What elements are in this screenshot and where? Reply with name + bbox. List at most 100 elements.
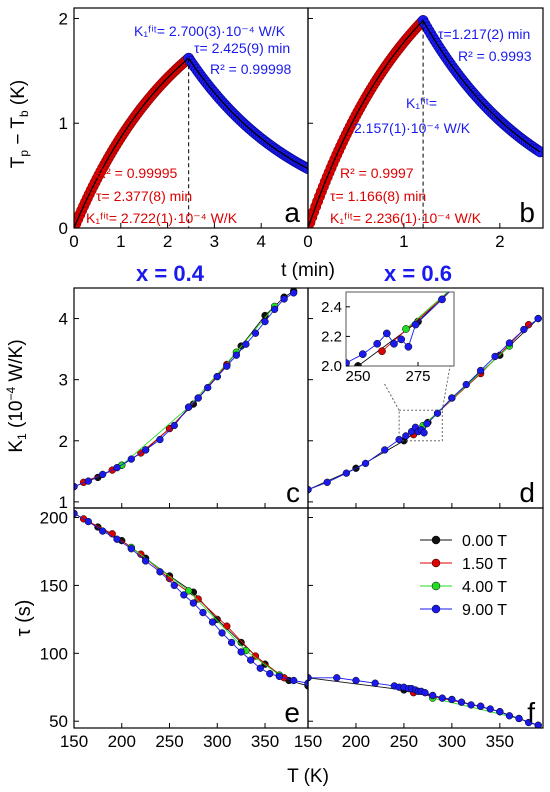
panel-d-point: [402, 432, 410, 440]
panel-f-point: [486, 705, 494, 713]
panel-c-point: [242, 340, 250, 348]
panel-e-point: [99, 527, 107, 535]
panel-d-point: [342, 469, 351, 477]
panel-e-point: [170, 581, 178, 590]
panel-a-annotations: K₁ᶠⁱᵗ= 2.700(3)·10⁻⁴ W/K τ= 2.425(9) min…: [86, 23, 292, 226]
panel-c-point: [84, 477, 92, 485]
inset-connector: [383, 382, 400, 411]
panel-d-point: [381, 446, 389, 454]
label-x04: x = 0.4: [136, 261, 205, 286]
panel-e-point: [199, 608, 207, 617]
panel-a-ytick-label: 2: [59, 9, 68, 28]
panel-c-point: [194, 394, 202, 402]
annot-b-heat-K: K₁ᶠⁱᵗ= 2.236(1)·10⁻⁴ W/K: [330, 210, 482, 226]
annot-b-cool-R2: R² = 0.9993: [458, 48, 532, 64]
panel-f-xtick-label: 300: [438, 732, 466, 751]
panel-d-point: [491, 352, 499, 361]
panel-c-series-line: [74, 290, 294, 488]
panel-e-point: [304, 679, 308, 687]
panel-e-ytick-label: 150: [40, 576, 68, 595]
inset-point: [510, 226, 517, 233]
panel-e-point: [141, 557, 150, 565]
inset-zoom-box: [398, 409, 443, 442]
inset-point: [438, 295, 446, 304]
label-x06: x = 0.6: [384, 261, 452, 286]
annot-b-cool-tau: τ=1.217(2) min: [438, 26, 530, 42]
panel-c-point: [290, 289, 298, 297]
panel-d-point: [323, 478, 331, 486]
inset-point: [382, 329, 391, 338]
panel-f-xtick-label: 250: [390, 732, 418, 751]
panel-c-ytick-label: 1: [59, 493, 68, 512]
panel-e-point: [227, 638, 236, 647]
annot-a-heat-K: K₁ᶠⁱᵗ= 2.722(1)·10⁻⁴ W/K: [86, 210, 238, 226]
panel-a-heat-fit: [74, 57, 190, 228]
annot-a-heat-R2: R² = 0.99995: [96, 165, 178, 181]
panel-c-point: [251, 329, 260, 337]
legend-label: 9.00 T: [462, 602, 507, 619]
panel-c-point: [280, 295, 288, 303]
panel-f-point: [457, 698, 466, 706]
panel-d-point: [420, 429, 428, 437]
annot-a-cool-K: K₁ᶠⁱᵗ= 2.700(3)·10⁻⁴ W/K: [134, 23, 286, 39]
panel-f-xtick-label: 200: [342, 732, 370, 751]
panel-d-point: [520, 325, 528, 334]
panel-f-xtick-label: 350: [486, 732, 514, 751]
panel-c-point: [127, 455, 135, 463]
annot-b-heat-tau: τ= 1.166(8) min: [330, 188, 426, 204]
panel-a-cool-fit: [188, 57, 308, 170]
panel-f-point: [371, 679, 379, 687]
panel-c-series-line: [83, 364, 228, 483]
panel-b-frame: [307, 7, 544, 229]
panel-f-frame: [307, 507, 544, 729]
panel-f-point: [515, 714, 523, 723]
inset-series-line: [381, 292, 450, 352]
panel-d-point: [505, 339, 514, 347]
panel-c-point: [99, 470, 107, 479]
inset-point: [397, 335, 406, 344]
panel-e-point: [180, 591, 188, 599]
annot-a-heat-tau: τ= 2.377(8) min: [96, 188, 192, 204]
panel-a-xtick-label: 0: [69, 232, 78, 251]
panel-c-point: [261, 317, 269, 326]
panel-e-point: [218, 629, 226, 637]
panel-a-ytick-label: 1: [59, 114, 68, 133]
panel-c-point: [270, 305, 279, 314]
panel-a-xtick-label: 1: [116, 232, 125, 251]
inset-point: [358, 350, 367, 359]
panel-e-point: [189, 599, 198, 607]
panel-c-point: [113, 464, 121, 472]
panel-f-series-line: [432, 697, 520, 719]
panel-e-point: [290, 676, 298, 685]
panel-c-point: [213, 372, 221, 381]
panel-c-ytick-label: 4: [59, 310, 68, 329]
inset-xtick-label: 275: [405, 368, 430, 385]
panel-a-xtick-label: 4: [256, 232, 265, 251]
y-axis-title-mid: K1 (10−4 W/K): [4, 339, 29, 452]
legend-marker: [431, 558, 441, 568]
panel-e-series-line: [74, 513, 308, 687]
inset-ytick-label: 2.0: [321, 358, 342, 375]
inset-point: [411, 320, 420, 329]
annot-b-cool-K1: K₁ᶠⁱᵗ=: [406, 95, 437, 111]
legend-label: 1.50 T: [462, 556, 507, 573]
panel-letter-d: d: [519, 477, 535, 508]
legend-marker: [431, 535, 441, 545]
panel-b-xtick-label: 1: [399, 232, 408, 251]
panel-letter-f: f: [527, 697, 535, 728]
annot-a-cool-tau: τ= 2.425(9) min: [194, 40, 290, 56]
panel-b-xtick-label: 2: [495, 232, 504, 251]
inset-point: [546, 200, 550, 207]
panel-d-point: [462, 380, 470, 389]
panel-f-point: [438, 694, 446, 702]
panel-b-cool-fit: [422, 20, 541, 153]
panel-e-point: [266, 670, 274, 678]
inset-point: [546, 192, 550, 199]
panel-e-ytick-label: 50: [49, 712, 68, 731]
panel-e-frame: [73, 507, 309, 729]
panel-e-ytick-label: 200: [40, 509, 68, 528]
panel-e-point: [74, 509, 78, 518]
panel-c-point: [184, 403, 193, 411]
y-axis-title-top: Tp − Tb (K): [8, 80, 31, 169]
